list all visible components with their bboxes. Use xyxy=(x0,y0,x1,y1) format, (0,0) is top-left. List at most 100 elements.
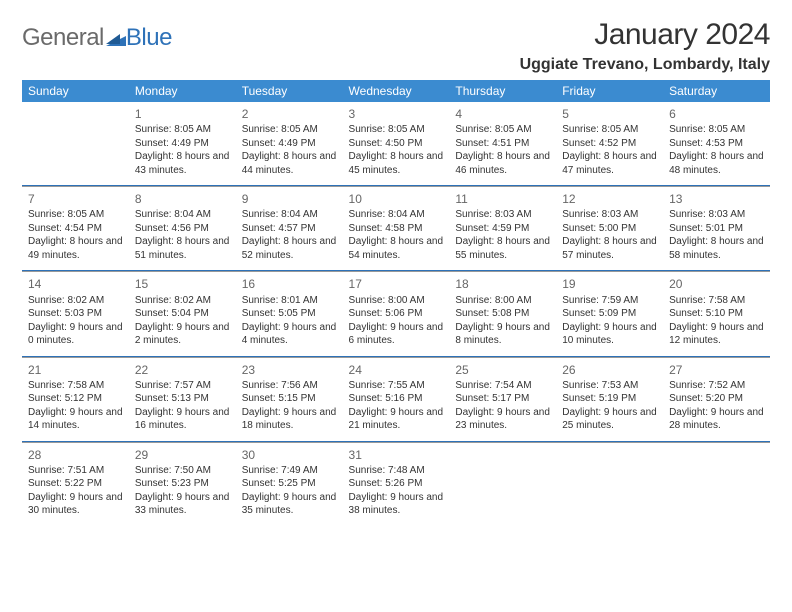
day-number: 13 xyxy=(669,191,764,207)
sunrise-text: Sunrise: 7:54 AM xyxy=(455,379,550,393)
sunrise-text: Sunrise: 7:52 AM xyxy=(669,379,764,393)
sunrise-text: Sunrise: 8:03 AM xyxy=(562,208,657,222)
day-cell: 15Sunrise: 8:02 AMSunset: 5:04 PMDayligh… xyxy=(129,272,236,356)
day-cell: 14Sunrise: 8:02 AMSunset: 5:03 PMDayligh… xyxy=(22,272,129,356)
day-cell: 1Sunrise: 8:05 AMSunset: 4:49 PMDaylight… xyxy=(129,102,236,186)
daylight-text: Daylight: 9 hours and 18 minutes. xyxy=(242,406,337,433)
daylight-text: Daylight: 9 hours and 35 minutes. xyxy=(242,491,337,518)
day-cell: 25Sunrise: 7:54 AMSunset: 5:17 PMDayligh… xyxy=(449,357,556,441)
day-cell: 9Sunrise: 8:04 AMSunset: 4:57 PMDaylight… xyxy=(236,187,343,271)
day-cell: 17Sunrise: 8:00 AMSunset: 5:06 PMDayligh… xyxy=(343,272,450,356)
day-number: 26 xyxy=(562,362,657,378)
day-number: 11 xyxy=(455,191,550,207)
day-cell xyxy=(663,442,770,526)
sunrise-text: Sunrise: 7:58 AM xyxy=(669,294,764,308)
sunrise-text: Sunrise: 8:05 AM xyxy=(669,123,764,137)
sunrise-text: Sunrise: 8:05 AM xyxy=(242,123,337,137)
sunset-text: Sunset: 5:12 PM xyxy=(28,392,123,406)
day-number: 1 xyxy=(135,106,230,122)
sunset-text: Sunset: 5:26 PM xyxy=(349,477,444,491)
day-cell: 16Sunrise: 8:01 AMSunset: 5:05 PMDayligh… xyxy=(236,272,343,356)
day-cell: 5Sunrise: 8:05 AMSunset: 4:52 PMDaylight… xyxy=(556,102,663,186)
brand-part1: General xyxy=(22,24,104,52)
brand-logo: General Blue xyxy=(22,18,172,52)
day-number: 10 xyxy=(349,191,444,207)
sunrise-text: Sunrise: 8:03 AM xyxy=(669,208,764,222)
sunset-text: Sunset: 5:16 PM xyxy=(349,392,444,406)
day-number: 29 xyxy=(135,447,230,463)
day-number: 18 xyxy=(455,276,550,292)
sunset-text: Sunset: 5:20 PM xyxy=(669,392,764,406)
daylight-text: Daylight: 9 hours and 14 minutes. xyxy=(28,406,123,433)
day-number: 23 xyxy=(242,362,337,378)
daylight-text: Daylight: 9 hours and 4 minutes. xyxy=(242,321,337,348)
daylight-text: Daylight: 8 hours and 48 minutes. xyxy=(669,150,764,177)
daylight-text: Daylight: 8 hours and 47 minutes. xyxy=(562,150,657,177)
sunrise-text: Sunrise: 7:49 AM xyxy=(242,464,337,478)
sunset-text: Sunset: 5:04 PM xyxy=(135,307,230,321)
day-number: 9 xyxy=(242,191,337,207)
sunrise-text: Sunrise: 8:05 AM xyxy=(562,123,657,137)
day-number: 5 xyxy=(562,106,657,122)
sunset-text: Sunset: 4:56 PM xyxy=(135,222,230,236)
weekday-row: Sunday Monday Tuesday Wednesday Thursday… xyxy=(22,80,770,102)
daylight-text: Daylight: 8 hours and 46 minutes. xyxy=(455,150,550,177)
col-thu: Thursday xyxy=(449,80,556,102)
day-number: 25 xyxy=(455,362,550,378)
day-number: 21 xyxy=(28,362,123,378)
sunset-text: Sunset: 5:22 PM xyxy=(28,477,123,491)
day-cell: 30Sunrise: 7:49 AMSunset: 5:25 PMDayligh… xyxy=(236,442,343,526)
sunset-text: Sunset: 4:57 PM xyxy=(242,222,337,236)
daylight-text: Daylight: 9 hours and 16 minutes. xyxy=(135,406,230,433)
day-cell: 6Sunrise: 8:05 AMSunset: 4:53 PMDaylight… xyxy=(663,102,770,186)
sunrise-text: Sunrise: 8:05 AM xyxy=(349,123,444,137)
daylight-text: Daylight: 8 hours and 43 minutes. xyxy=(135,150,230,177)
day-cell: 26Sunrise: 7:53 AMSunset: 5:19 PMDayligh… xyxy=(556,357,663,441)
daylight-text: Daylight: 8 hours and 44 minutes. xyxy=(242,150,337,177)
sunrise-text: Sunrise: 7:57 AM xyxy=(135,379,230,393)
daylight-text: Daylight: 9 hours and 28 minutes. xyxy=(669,406,764,433)
sunrise-text: Sunrise: 8:05 AM xyxy=(135,123,230,137)
day-number: 12 xyxy=(562,191,657,207)
sunrise-text: Sunrise: 7:56 AM xyxy=(242,379,337,393)
day-cell: 24Sunrise: 7:55 AMSunset: 5:16 PMDayligh… xyxy=(343,357,450,441)
brand-part2: Blue xyxy=(126,24,172,52)
sunset-text: Sunset: 4:49 PM xyxy=(242,137,337,151)
sunrise-text: Sunrise: 7:53 AM xyxy=(562,379,657,393)
daylight-text: Daylight: 9 hours and 10 minutes. xyxy=(562,321,657,348)
daylight-text: Daylight: 9 hours and 25 minutes. xyxy=(562,406,657,433)
sunrise-text: Sunrise: 7:48 AM xyxy=(349,464,444,478)
sunset-text: Sunset: 5:08 PM xyxy=(455,307,550,321)
daylight-text: Daylight: 8 hours and 45 minutes. xyxy=(349,150,444,177)
week-row: 7Sunrise: 8:05 AMSunset: 4:54 PMDaylight… xyxy=(22,187,770,271)
day-number: 7 xyxy=(28,191,123,207)
col-sat: Saturday xyxy=(663,80,770,102)
week-row: 28Sunrise: 7:51 AMSunset: 5:22 PMDayligh… xyxy=(22,442,770,526)
brand-mark-icon xyxy=(106,28,126,51)
calendar-head: Sunday Monday Tuesday Wednesday Thursday… xyxy=(22,80,770,102)
daylight-text: Daylight: 8 hours and 52 minutes. xyxy=(242,235,337,262)
sunset-text: Sunset: 5:10 PM xyxy=(669,307,764,321)
daylight-text: Daylight: 9 hours and 30 minutes. xyxy=(28,491,123,518)
sunrise-text: Sunrise: 7:55 AM xyxy=(349,379,444,393)
day-cell: 23Sunrise: 7:56 AMSunset: 5:15 PMDayligh… xyxy=(236,357,343,441)
sunrise-text: Sunrise: 8:01 AM xyxy=(242,294,337,308)
day-cell: 12Sunrise: 8:03 AMSunset: 5:00 PMDayligh… xyxy=(556,187,663,271)
daylight-text: Daylight: 9 hours and 6 minutes. xyxy=(349,321,444,348)
sunrise-text: Sunrise: 8:05 AM xyxy=(455,123,550,137)
calendar-page: General Blue January 2024 Uggiate Trevan… xyxy=(0,0,792,540)
day-cell xyxy=(22,102,129,186)
sunrise-text: Sunrise: 8:04 AM xyxy=(349,208,444,222)
day-number: 31 xyxy=(349,447,444,463)
sunset-text: Sunset: 5:23 PM xyxy=(135,477,230,491)
sunset-text: Sunset: 4:53 PM xyxy=(669,137,764,151)
day-cell: 22Sunrise: 7:57 AMSunset: 5:13 PMDayligh… xyxy=(129,357,236,441)
day-cell xyxy=(556,442,663,526)
sunset-text: Sunset: 5:15 PM xyxy=(242,392,337,406)
sunset-text: Sunset: 5:19 PM xyxy=(562,392,657,406)
title-block: January 2024 Uggiate Trevano, Lombardy, … xyxy=(520,18,770,74)
day-number: 20 xyxy=(669,276,764,292)
daylight-text: Daylight: 9 hours and 2 minutes. xyxy=(135,321,230,348)
day-number: 30 xyxy=(242,447,337,463)
calendar-table: Sunday Monday Tuesday Wednesday Thursday… xyxy=(22,80,770,526)
